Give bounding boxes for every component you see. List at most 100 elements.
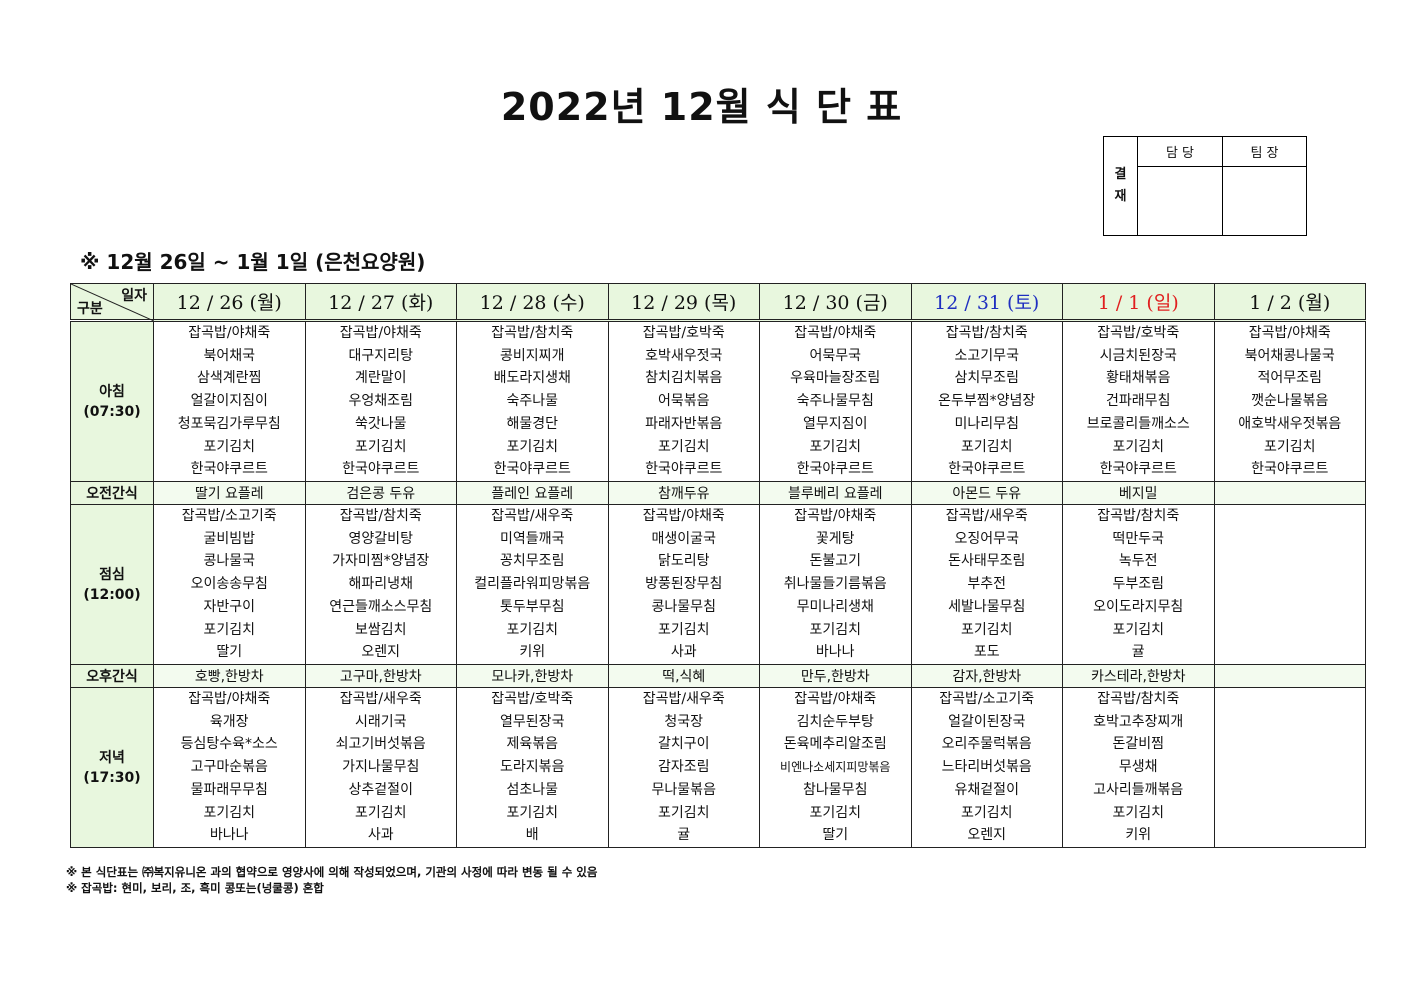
menu-item: 포기김치 <box>506 621 559 638</box>
row-label: 오후간식 <box>70 664 154 688</box>
menu-item: 톳두부무침 <box>500 598 565 615</box>
snack-cell <box>1213 664 1366 688</box>
menu-item <box>1215 824 1366 847</box>
menu-item: 잡곡밥/호박죽 <box>491 691 574 708</box>
menu-item: 비엔나소세지피망볶음 <box>780 760 891 775</box>
menu-item: 잡곡밥/참치죽 <box>945 325 1028 342</box>
snack-cell: 블루베리 요플레 <box>759 481 912 505</box>
approval-col-leader: 팀 장 <box>1222 136 1307 167</box>
menu-cell: 잡곡밥/야채죽 육개장 등심탕수육*소스 고구마순볶음 물파래무무침 포기김치 바나나 <box>153 687 306 848</box>
menu-item: 참나물무침 <box>803 781 868 798</box>
menu-item: 포기김치 <box>657 804 710 821</box>
menu-item: 딸기 <box>822 827 849 844</box>
date-header: 12 / 27 (화) <box>304 283 457 322</box>
menu-item: 미역들깨국 <box>500 530 565 547</box>
approval-box: 결 재 담 당 팀 장 <box>1103 136 1307 236</box>
menu-item: 꽁치무조림 <box>500 553 565 570</box>
menu-item: 청포묵김가루무침 <box>177 415 281 432</box>
menu-item: 열무된장국 <box>500 713 565 730</box>
menu-item: 포기김치 <box>809 621 862 638</box>
menu-item <box>1215 573 1366 596</box>
menu-cell: 잡곡밥/야채죽 북어채콩나물국 적어무조림 깻순나물볶음 애호박새우젓볶음 포기김치 한국야… <box>1213 320 1366 482</box>
menu-cell: 잡곡밥/참치죽 떡만두국 녹두전 두부조림 오이도라지무침 포기김치 귤 <box>1062 504 1215 665</box>
menu-item: 오렌지 <box>967 827 1007 844</box>
menu-item: 오징어무국 <box>954 530 1019 547</box>
snack-cell: 아몬드 두유 <box>910 481 1063 505</box>
menu-item: 한국야쿠르트 <box>645 461 723 478</box>
menu-cell: 잡곡밥/야채죽 꽃게탕 돈불고기 취나물들기름볶음 무미나리생채 포기김치 바나나 <box>759 504 912 665</box>
menu-cell: 잡곡밥/새우죽 청국장 갈치구이 감자조림 무나물볶음 포기김치 귤 <box>607 687 760 848</box>
menu-item <box>1215 688 1366 711</box>
menu-item: 잡곡밥/참치죽 <box>339 508 422 525</box>
menu-item: 갈치구이 <box>657 736 710 753</box>
menu-item: 딸기 <box>216 644 243 661</box>
menu-item: 오리주물럭볶음 <box>941 736 1032 753</box>
menu-item: 무나물볶음 <box>651 781 716 798</box>
menu-item: 온두부찜*양념장 <box>938 393 1036 410</box>
menu-item <box>1215 733 1366 756</box>
menu-item: 포기김치 <box>354 438 407 455</box>
menu-table: 일자 구분 12 / 26 (월) 12 / 27 (화) 12 / 28 (수) 1… <box>70 283 1366 848</box>
menu-item: 자반구이 <box>203 598 256 615</box>
approval-sign-staff[interactable] <box>1137 166 1223 236</box>
menu-item <box>1215 779 1366 802</box>
menu-item: 보쌈김치 <box>354 621 407 638</box>
snack-cell: 참깨두유 <box>607 481 760 505</box>
date-header: 12 / 31 (토) <box>910 283 1063 322</box>
menu-item: 잡곡밥/호박죽 <box>642 325 725 342</box>
header-row: 일자 구분 12 / 26 (월) 12 / 27 (화) 12 / 28 (수) 1… <box>70 283 1366 322</box>
row-label: 점심 (12:00) <box>70 504 154 665</box>
approval-label: 결 재 <box>1103 136 1138 236</box>
menu-item: 사과 <box>367 827 394 844</box>
week-subtitle: ※ 12월 26일 ~ 1월 1일 (은천요양원) <box>80 250 426 274</box>
menu-item: 귤 <box>1131 644 1145 661</box>
menu-item: 감자조림 <box>657 759 710 776</box>
menu-item: 청국장 <box>664 713 704 730</box>
date-header: 1 / 1 (일) <box>1062 283 1215 322</box>
menu-item: 우육마늘장조림 <box>790 370 881 387</box>
menu-item <box>1215 711 1366 734</box>
menu-item: 잡곡밥/야채죽 <box>1248 325 1331 342</box>
menu-item: 방풍된장무침 <box>645 576 723 593</box>
menu-item: 한국야쿠르트 <box>1099 461 1177 478</box>
menu-item: 상추겉절이 <box>348 781 413 798</box>
menu-item <box>1215 641 1366 664</box>
menu-item: 돈갈비찜 <box>1112 736 1165 753</box>
menu-item: 유채겉절이 <box>954 781 1019 798</box>
menu-item: 잡곡밥/새우죽 <box>339 691 422 708</box>
menu-item: 잡곡밥/참치죽 <box>1097 508 1180 525</box>
date-header: 12 / 29 (목) <box>607 283 760 322</box>
menu-item: 잡곡밥/야채죽 <box>339 325 422 342</box>
menu-item: 시래기국 <box>354 713 407 730</box>
menu-item: 두부조림 <box>1112 576 1165 593</box>
page-title: 2022년 12월 식 단 표 <box>500 85 903 129</box>
menu-item: 오이송송무침 <box>190 576 268 593</box>
menu-item: 잡곡밥/참치죽 <box>491 325 574 342</box>
meal-time: (17:30) <box>83 769 141 786</box>
menu-item: 김치순두부탕 <box>796 713 874 730</box>
menu-item: 포기김치 <box>1263 438 1316 455</box>
menu-item: 사과 <box>670 644 697 661</box>
menu-item: 키위 <box>1125 827 1152 844</box>
menu-item: 계란말이 <box>354 370 407 387</box>
menu-item: 숙주나물 <box>506 393 559 410</box>
menu-cell: 잡곡밥/참치죽 소고기무국 삼치무조림 온두부찜*양념장 미나리무침 포기김치 한국야쿠르트 <box>910 320 1063 482</box>
menu-item: 포기김치 <box>657 438 710 455</box>
approval-label-2: 재 <box>1114 189 1127 204</box>
menu-item: 콩비지찌개 <box>500 347 565 364</box>
menu-item: 파래자반볶음 <box>645 415 723 432</box>
menu-item: 쑥갓나물 <box>354 415 407 432</box>
menu-item: 고구마순볶음 <box>190 759 268 776</box>
menu-item: 포기김치 <box>657 621 710 638</box>
menu-item: 쇠고기버섯볶음 <box>335 736 426 753</box>
menu-item: 잡곡밥/참치죽 <box>1097 691 1180 708</box>
menu-item: 포기김치 <box>506 804 559 821</box>
approval-sign-leader[interactable] <box>1222 166 1307 236</box>
menu-item: 굴비빔밥 <box>203 530 256 547</box>
menu-item: 잡곡밥/새우죽 <box>642 691 725 708</box>
footnote: ※ 본 식단표는 ㈜복지유니온 과의 협약으로 영양사에 의해 작성되었으며, … <box>66 865 598 879</box>
menu-item: 포기김치 <box>960 804 1013 821</box>
menu-cell: 잡곡밥/야채죽 어묵무국 우육마늘장조림 숙주나물무침 열무지짐이 포기김치 한국야쿠르트 <box>759 320 912 482</box>
menu-item: 한국야쿠르트 <box>190 461 268 478</box>
menu-cell: 잡곡밥/호박죽 열무된장국 제육볶음 도라지볶음 섬초나물 포기김치 배 <box>456 687 609 848</box>
